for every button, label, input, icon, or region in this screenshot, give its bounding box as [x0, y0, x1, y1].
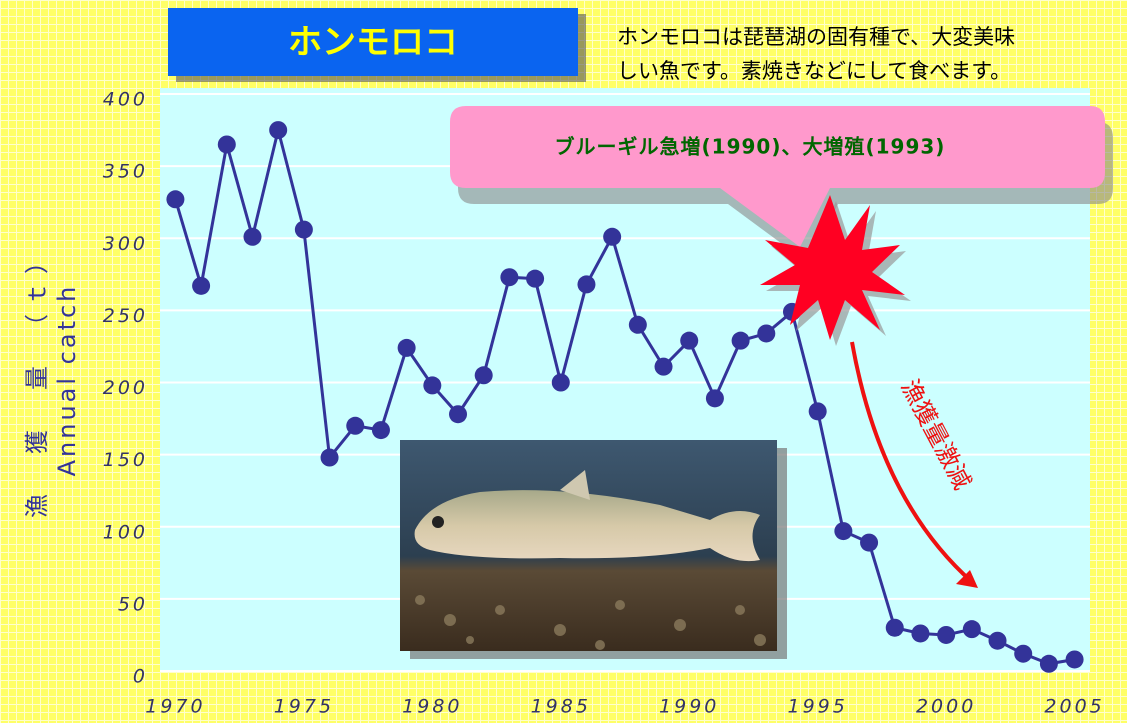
- x-tick-label: 1990: [659, 696, 719, 718]
- data-point: [705, 389, 724, 408]
- data-point: [628, 315, 647, 334]
- callout-text: ブルーギル急増(1990)、大増殖(1993): [555, 135, 946, 159]
- x-tick-label: 1970: [145, 696, 205, 718]
- data-point: [654, 357, 673, 376]
- data-point: [962, 620, 981, 639]
- data-point: [834, 522, 853, 541]
- y-tick-label: 400: [103, 89, 148, 111]
- data-point: [217, 135, 236, 154]
- x-tick-label: 2005: [1044, 696, 1104, 718]
- data-point: [988, 631, 1007, 650]
- data-point: [423, 376, 442, 395]
- y-tick-label: 200: [103, 377, 148, 399]
- data-point: [294, 220, 313, 239]
- x-tick-label: 1980: [402, 696, 462, 718]
- arrow: [850, 341, 974, 584]
- x-tick-label: 1985: [531, 696, 591, 718]
- fish-photo: [400, 440, 787, 659]
- data-point: [731, 331, 750, 350]
- data-point: [860, 533, 879, 552]
- data-point: [551, 373, 570, 392]
- data-point: [937, 625, 956, 644]
- callout: [450, 106, 1105, 247]
- y-tick-label: 250: [103, 305, 148, 327]
- data-point: [1039, 654, 1058, 673]
- data-point: [526, 269, 545, 288]
- x-tick-label: 2000: [916, 696, 976, 718]
- data-point: [243, 227, 262, 246]
- data-point: [397, 338, 416, 357]
- y-tick-label: 300: [103, 233, 148, 255]
- data-point: [1014, 644, 1033, 663]
- y-axis-label-en: Annual catch: [53, 284, 81, 477]
- data-point: [474, 366, 493, 385]
- data-point: [680, 331, 699, 350]
- y-tick-label: 50: [118, 593, 148, 615]
- data-point: [449, 405, 468, 424]
- data-point: [269, 121, 288, 140]
- description: ホンモロコは琵琶湖の固有種で、大変美味: [617, 25, 1015, 49]
- data-point: [808, 402, 827, 421]
- x-tick-label: 1995: [787, 696, 847, 718]
- y-axis-label: 漁 獲 量 （ｔ）: [23, 242, 51, 518]
- y-tick-label: 0: [133, 666, 148, 688]
- arrow-head: [956, 570, 978, 588]
- data-point: [192, 276, 211, 295]
- description: しい魚です。素焼きなどにして食べます。: [617, 59, 1011, 83]
- y-tick-label: 150: [103, 449, 148, 471]
- data-point: [603, 227, 622, 246]
- data-point: [577, 275, 596, 294]
- data-point: [371, 421, 390, 440]
- data-point: [757, 324, 776, 343]
- data-point: [346, 416, 365, 435]
- data-point: [1065, 650, 1084, 669]
- data-point: [166, 190, 185, 209]
- data-point: [500, 268, 519, 287]
- title: ホンモロコ: [288, 23, 458, 63]
- title-box: [168, 8, 578, 76]
- y-tick-label: 100: [103, 521, 148, 543]
- burst: [760, 195, 905, 340]
- data-point: [885, 618, 904, 637]
- data-point: [320, 448, 339, 467]
- y-tick-label: 350: [103, 161, 148, 183]
- data-point: [911, 624, 930, 643]
- x-tick-label: 1975: [274, 696, 334, 718]
